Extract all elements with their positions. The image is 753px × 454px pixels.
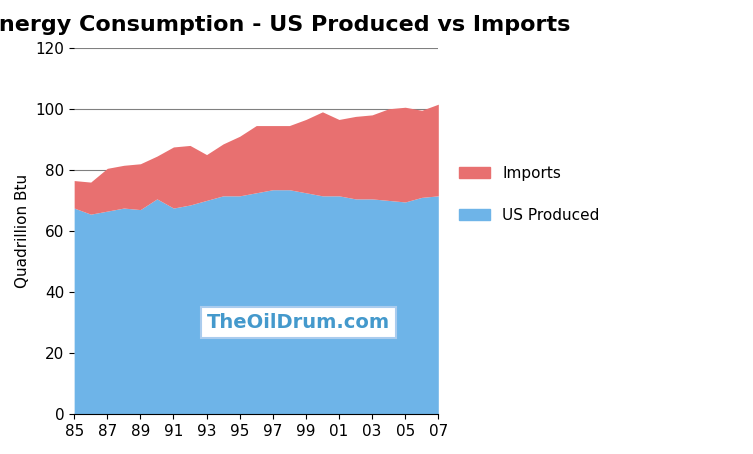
- Y-axis label: Quadrillion Btu: Quadrillion Btu: [15, 174, 30, 288]
- Text: TheOilDrum.com: TheOilDrum.com: [206, 313, 390, 332]
- Legend: Imports, US Produced: Imports, US Produced: [453, 159, 605, 229]
- Title: US Energy Consumption - US Produced vs Imports: US Energy Consumption - US Produced vs I…: [0, 15, 571, 35]
